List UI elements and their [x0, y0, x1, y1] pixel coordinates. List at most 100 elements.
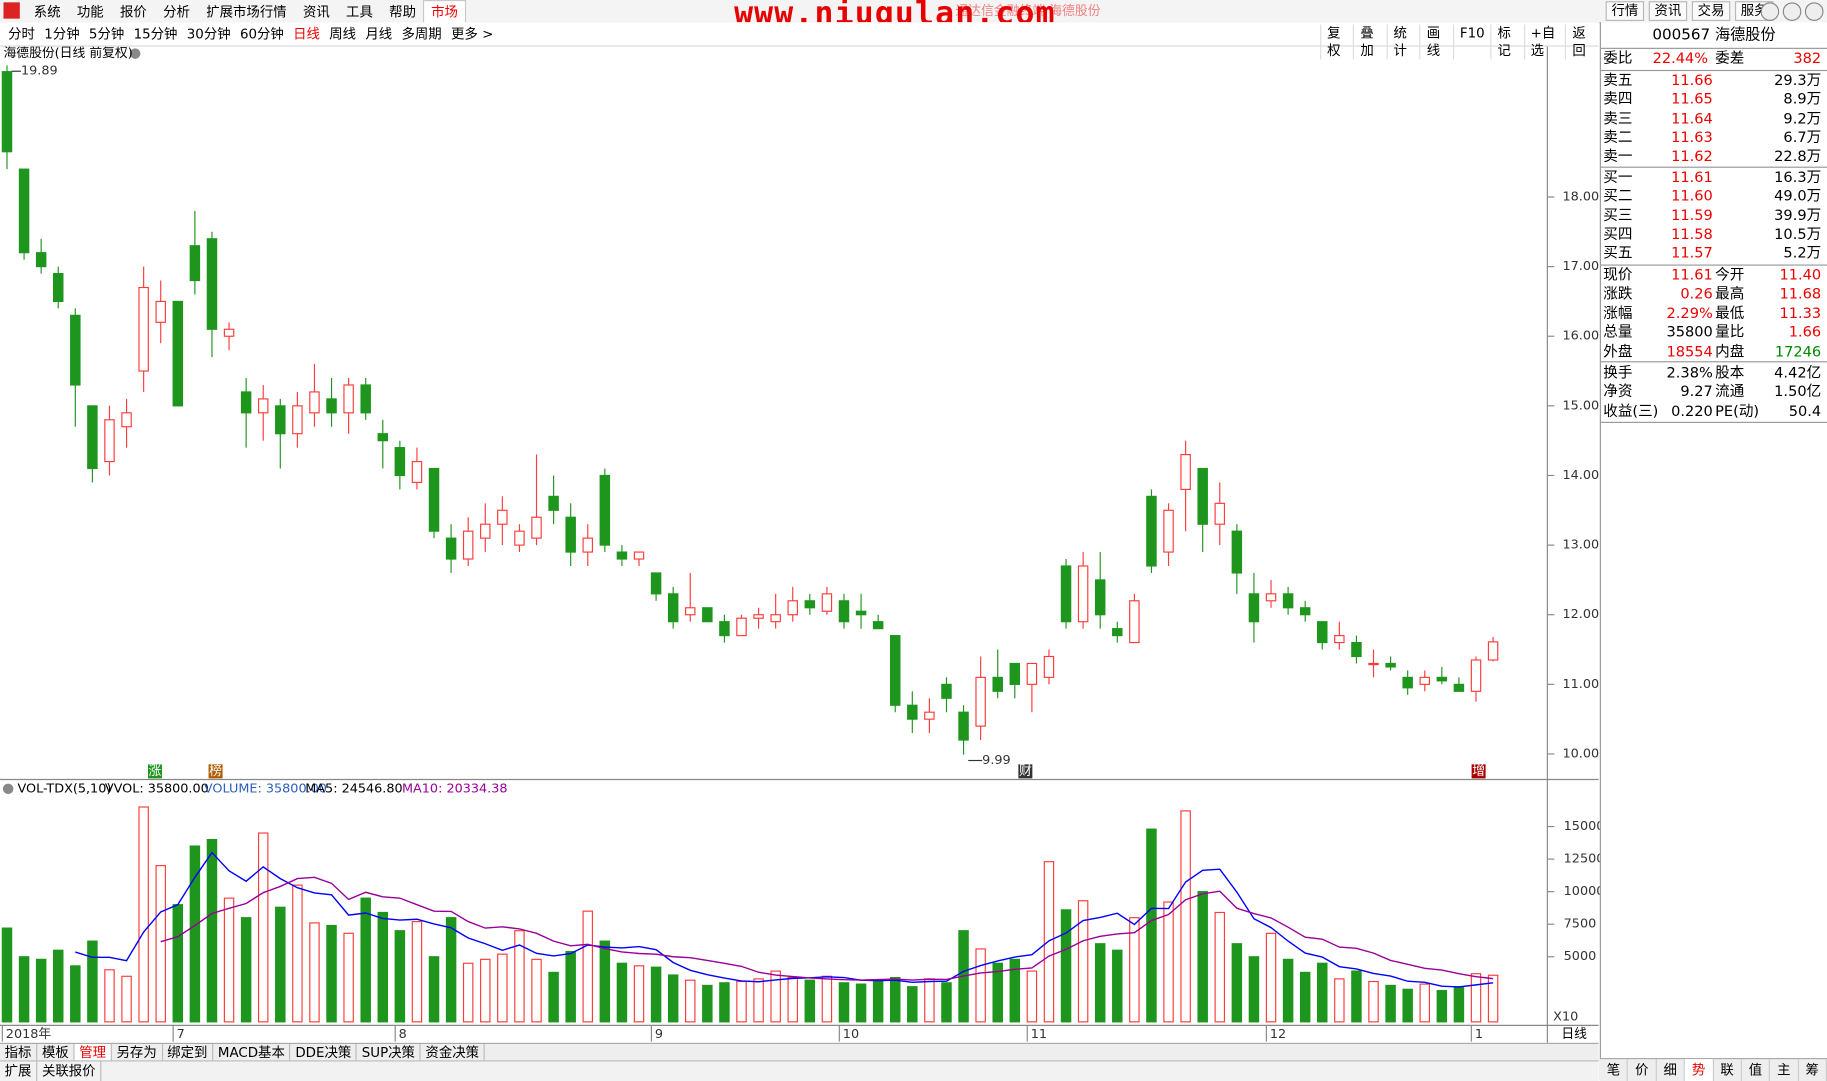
- volume-bar: [1317, 962, 1328, 1023]
- app-logo[interactable]: [3, 2, 20, 19]
- indicator-tab[interactable]: 另存为: [112, 1044, 163, 1062]
- candle-body: [445, 537, 457, 560]
- quote-cell: 11.40: [1779, 265, 1822, 284]
- tool-button[interactable]: 统计: [1386, 24, 1420, 60]
- volume-bar: [821, 975, 833, 1023]
- status-tab[interactable]: 关联报价: [37, 1061, 102, 1081]
- volume-bar: [719, 982, 730, 1023]
- indicator-tab[interactable]: 指标: [0, 1044, 38, 1062]
- candle-body: [1009, 662, 1021, 685]
- volume-bar: [565, 950, 576, 1023]
- event-badge-label: 榜: [209, 763, 222, 779]
- right-tab[interactable]: 交易: [1691, 1, 1731, 21]
- volume-bar: [1470, 973, 1482, 1023]
- candle-body: [958, 711, 969, 741]
- period-label: 日线: [1561, 1027, 1587, 1042]
- panel-tab[interactable]: 联: [1713, 1059, 1742, 1081]
- period-tab[interactable]: 日线: [293, 25, 320, 42]
- quote-cell: 卖一: [1603, 147, 1633, 165]
- tool-button[interactable]: +自选: [1523, 24, 1566, 60]
- period-tab[interactable]: 分时: [8, 25, 35, 42]
- volume-bar: [70, 965, 81, 1023]
- tool-button[interactable]: 返回: [1565, 24, 1598, 60]
- panel-tab[interactable]: 细: [1657, 1059, 1685, 1081]
- panel-tab[interactable]: 筹: [1799, 1059, 1827, 1081]
- volume-bar: [1, 927, 13, 1023]
- panel-tab[interactable]: 价: [1628, 1059, 1657, 1081]
- volume-bar: [1043, 861, 1055, 1023]
- order-book-row: 卖二 11.63 6.7万: [1601, 128, 1825, 147]
- volume-bar: [753, 978, 764, 1023]
- title-icon: [129, 48, 141, 59]
- order-book-row: 买一 11.61 16.3万: [1601, 168, 1825, 187]
- candle-body: [1299, 607, 1311, 616]
- quote-cell: 49.0万: [1774, 186, 1822, 205]
- period-tab[interactable]: 5分钟: [88, 25, 125, 42]
- menu-item[interactable]: 报价: [120, 3, 147, 20]
- stats-row: 总量 35800 量比 1.66: [1601, 323, 1825, 342]
- tool-button[interactable]: 叠加: [1353, 24, 1386, 60]
- quote-cell: 换手: [1603, 363, 1633, 382]
- volume-bar: [924, 978, 935, 1023]
- period-tab[interactable]: 1分钟: [44, 25, 80, 42]
- tool-button[interactable]: 画线: [1419, 24, 1453, 60]
- tool-button[interactable]: F10: [1452, 24, 1491, 60]
- status-tab[interactable]: 扩展: [0, 1061, 38, 1081]
- period-tab[interactable]: 30分钟: [186, 25, 231, 42]
- candle-body: [360, 384, 371, 414]
- menu-item[interactable]: 工具: [346, 3, 373, 20]
- volume-bar: [1248, 956, 1260, 1023]
- candle-body: [275, 405, 286, 435]
- menu-item[interactable]: 分析: [163, 3, 190, 20]
- indicator-tab[interactable]: DDE决策: [291, 1044, 358, 1062]
- candle-body: [1487, 641, 1499, 661]
- volume-bar: [975, 948, 986, 1023]
- volume-bar: [1487, 974, 1499, 1023]
- right-tab[interactable]: 资讯: [1648, 1, 1688, 21]
- candle-body: [702, 607, 713, 623]
- menu-item[interactable]: 帮助: [389, 3, 416, 20]
- menu-item[interactable]: 资讯: [302, 3, 330, 20]
- right-tab[interactable]: 行情: [1605, 1, 1645, 21]
- event-badge: [1471, 764, 1486, 779]
- menu-item[interactable]: 系统: [33, 3, 61, 20]
- candle-body: [394, 447, 406, 477]
- x-tick-label: 11: [1031, 1027, 1047, 1042]
- menu-item[interactable]: 扩展市场行情: [206, 3, 287, 20]
- period-tab[interactable]: 60分钟: [239, 25, 284, 42]
- candle-body: [1077, 565, 1089, 623]
- tool-button[interactable]: 复权: [1320, 24, 1353, 60]
- indicator-tab[interactable]: 模板: [37, 1044, 75, 1062]
- indicator-tab[interactable]: SUP决策: [357, 1044, 421, 1062]
- close-button[interactable]: [1804, 2, 1824, 21]
- tool-button[interactable]: 标记: [1490, 24, 1523, 60]
- indicator-tab[interactable]: 资金决策: [421, 1044, 485, 1062]
- period-tab[interactable]: 多周期: [401, 25, 442, 42]
- market-tab[interactable]: 市场: [422, 0, 467, 24]
- candle-body: [480, 523, 491, 539]
- volume-bar: [1060, 909, 1072, 1023]
- candle-body: [1197, 467, 1208, 525]
- volume-bar: [138, 806, 149, 1023]
- period-tab[interactable]: 月线: [365, 25, 393, 42]
- volume-bar: [582, 910, 594, 1023]
- menu-item[interactable]: 功能: [76, 3, 104, 20]
- period-tab[interactable]: 周线: [329, 25, 357, 42]
- candle-body: [138, 286, 149, 372]
- panel-tab[interactable]: 主: [1770, 1059, 1799, 1081]
- indicator-tab[interactable]: 管理: [74, 1044, 112, 1062]
- indicator-tab[interactable]: 绑定到: [163, 1044, 214, 1062]
- indicator-tab[interactable]: MACD基本: [213, 1044, 291, 1062]
- period-tab[interactable]: 15分钟: [133, 25, 178, 42]
- quote-cell: 11.68: [1779, 284, 1822, 303]
- maximize-button[interactable]: [1782, 2, 1802, 21]
- panel-tab[interactable]: 值: [1742, 1059, 1771, 1081]
- panel-tab[interactable]: 势: [1684, 1059, 1714, 1081]
- x-tick-label: 1: [1475, 1027, 1483, 1042]
- panel-tab[interactable]: 笔: [1600, 1059, 1629, 1081]
- minimize-button[interactable]: [1760, 2, 1780, 21]
- period-tab[interactable]: 更多 >: [451, 25, 494, 42]
- stats-row: 涨幅 2.29% 最低 11.33: [1601, 304, 1825, 323]
- event-badge: [208, 764, 223, 779]
